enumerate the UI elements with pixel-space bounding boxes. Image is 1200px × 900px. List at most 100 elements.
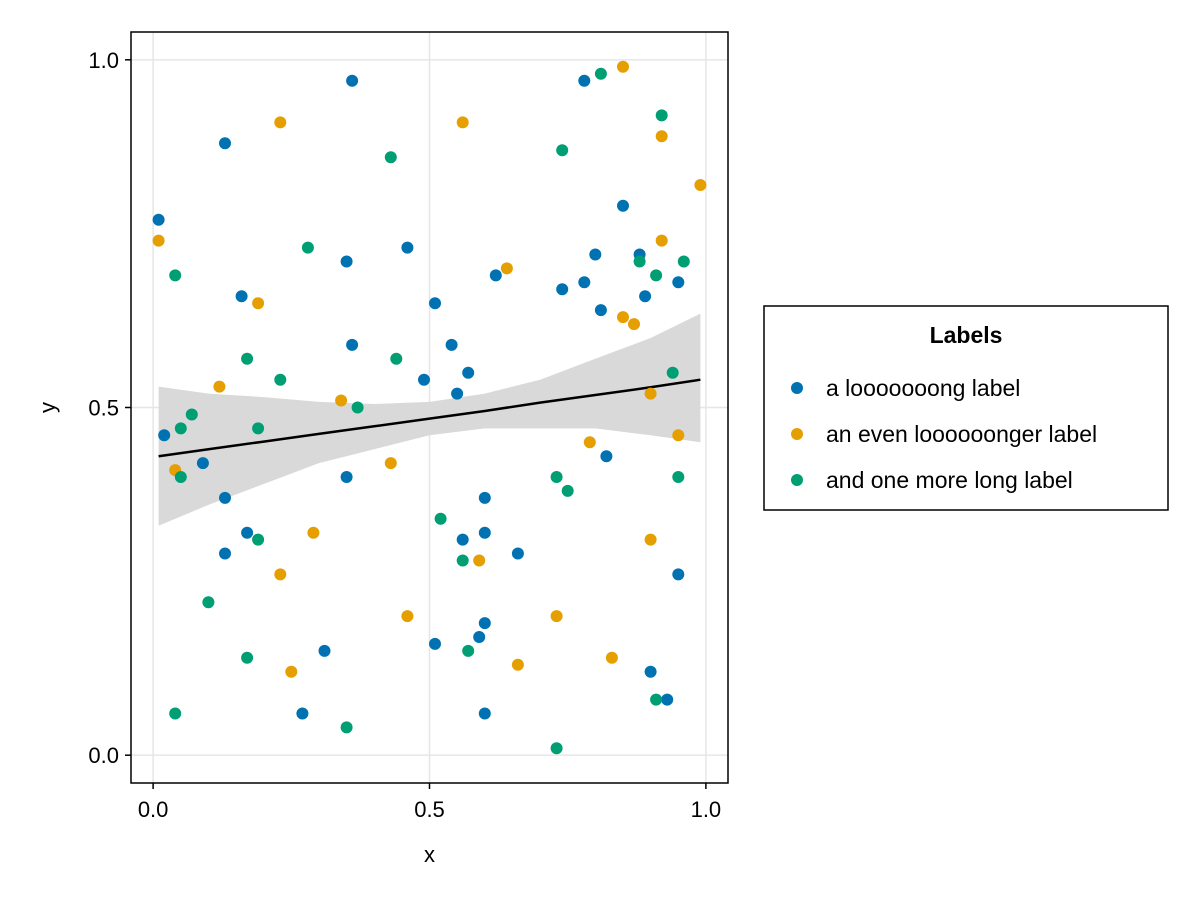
- data-point-series-2: [213, 380, 226, 393]
- y-axis-label: y: [35, 402, 60, 413]
- data-point-series-3: [241, 352, 254, 365]
- data-point-series-3: [340, 721, 353, 734]
- legend-title: Labels: [930, 322, 1003, 348]
- data-point-series-2: [672, 429, 685, 442]
- data-point-series-2: [384, 457, 397, 470]
- data-point-series-1: [489, 269, 502, 282]
- data-point-series-1: [589, 248, 602, 261]
- plot-area: [130, 31, 729, 784]
- data-point-series-1: [511, 547, 524, 560]
- data-point-series-3: [655, 109, 668, 122]
- data-point-series-3: [169, 269, 182, 282]
- data-point-series-1: [340, 471, 353, 483]
- data-point-series-3: [274, 373, 287, 386]
- data-point-series-2: [252, 297, 265, 310]
- data-point-series-3: [252, 422, 265, 435]
- y-tick-label: 1.0: [88, 48, 119, 73]
- data-point-series-3: [384, 151, 397, 164]
- data-point-series-2: [644, 387, 657, 400]
- data-point-series-1: [340, 255, 353, 268]
- data-point-series-1: [196, 457, 209, 470]
- data-point-series-1: [235, 290, 248, 303]
- legend-marker: [791, 428, 803, 440]
- data-point-series-2: [655, 234, 668, 247]
- data-point-series-3: [351, 401, 364, 414]
- data-point-series-1: [241, 526, 254, 539]
- data-point-series-1: [152, 213, 165, 226]
- data-point-series-3: [202, 596, 215, 609]
- data-point-series-3: [633, 255, 646, 268]
- y-tick-label: 0.0: [88, 743, 119, 768]
- legend-box: [763, 305, 1169, 511]
- data-point-series-3: [650, 693, 663, 706]
- data-point-series-3: [301, 241, 314, 254]
- data-point-series-1: [473, 631, 486, 643]
- data-point-series-1: [158, 429, 171, 442]
- data-point-series-1: [672, 568, 685, 581]
- data-point-series-1: [429, 637, 441, 650]
- data-point-series-1: [661, 693, 674, 706]
- data-point-series-2: [335, 394, 348, 407]
- legend: Labels a looooooong label an even loooooo…: [763, 305, 1169, 511]
- data-point-series-1: [346, 338, 359, 351]
- data-point-series-3: [241, 651, 254, 664]
- data-point-series-1: [617, 199, 629, 212]
- data-point-series-1: [346, 74, 359, 87]
- data-point-series-3: [252, 533, 265, 546]
- data-point-series-1: [600, 450, 613, 463]
- data-point-series-1: [401, 241, 414, 254]
- data-point-series-1: [556, 283, 569, 296]
- data-point-series-3: [174, 422, 187, 435]
- x-tick-label: 0.0: [138, 797, 169, 822]
- data-point-series-2: [583, 436, 596, 449]
- data-point-series-1: [578, 276, 591, 289]
- x-axis-label: x: [424, 842, 435, 867]
- data-point-series-1: [578, 74, 591, 87]
- legend-entry-label: an even loooooonger label: [826, 421, 1097, 447]
- data-point-series-3: [650, 269, 663, 282]
- data-point-series-2: [500, 262, 513, 275]
- data-point-series-1: [318, 644, 331, 657]
- data-point-series-2: [617, 60, 629, 73]
- data-point-series-3: [185, 408, 198, 421]
- data-point-series-1: [219, 547, 231, 560]
- regression-line: [158, 378, 701, 458]
- data-point-series-1: [672, 276, 685, 289]
- data-point-series-1: [478, 617, 491, 630]
- data-point-series-2: [511, 658, 524, 671]
- x-tick-label: 1.0: [691, 797, 722, 822]
- data-point-series-3: [561, 484, 574, 497]
- data-point-series-3: [672, 471, 685, 483]
- data-point-series-2: [401, 610, 414, 623]
- data-point-series-2: [152, 234, 165, 247]
- data-point-series-1: [478, 707, 491, 720]
- data-point-series-1: [639, 290, 652, 303]
- data-point-series-1: [296, 707, 309, 720]
- data-point-series-1: [478, 526, 491, 539]
- data-point-series-1: [478, 491, 491, 504]
- data-point-series-1: [462, 366, 475, 379]
- y-tick-label: 0.5: [88, 396, 119, 421]
- x-axis-ticks: 0.0 0.5 1.0: [138, 783, 721, 822]
- data-point-series-2: [644, 533, 657, 546]
- data-point-series-3: [390, 352, 403, 365]
- data-point-series-3: [556, 144, 569, 157]
- data-point-series-3: [550, 471, 563, 483]
- data-point-series-1: [219, 137, 231, 150]
- data-point-series-2: [617, 311, 629, 324]
- data-point-series-3: [594, 67, 607, 80]
- data-point-series-2: [655, 130, 668, 143]
- legend-marker: [791, 382, 803, 394]
- data-point-series-3: [462, 644, 475, 657]
- data-point-series-3: [174, 471, 187, 483]
- data-point-series-1: [219, 491, 231, 504]
- data-point-series-1: [451, 387, 464, 400]
- data-point-series-2: [605, 651, 618, 664]
- data-point-series-2: [628, 318, 640, 331]
- data-point-series-2: [285, 665, 298, 678]
- data-point-series-3: [666, 366, 679, 379]
- data-point-series-1: [594, 304, 607, 317]
- data-point-series-2: [274, 116, 287, 129]
- legend-entries: a looooooong label an even loooooonger la…: [791, 375, 1097, 493]
